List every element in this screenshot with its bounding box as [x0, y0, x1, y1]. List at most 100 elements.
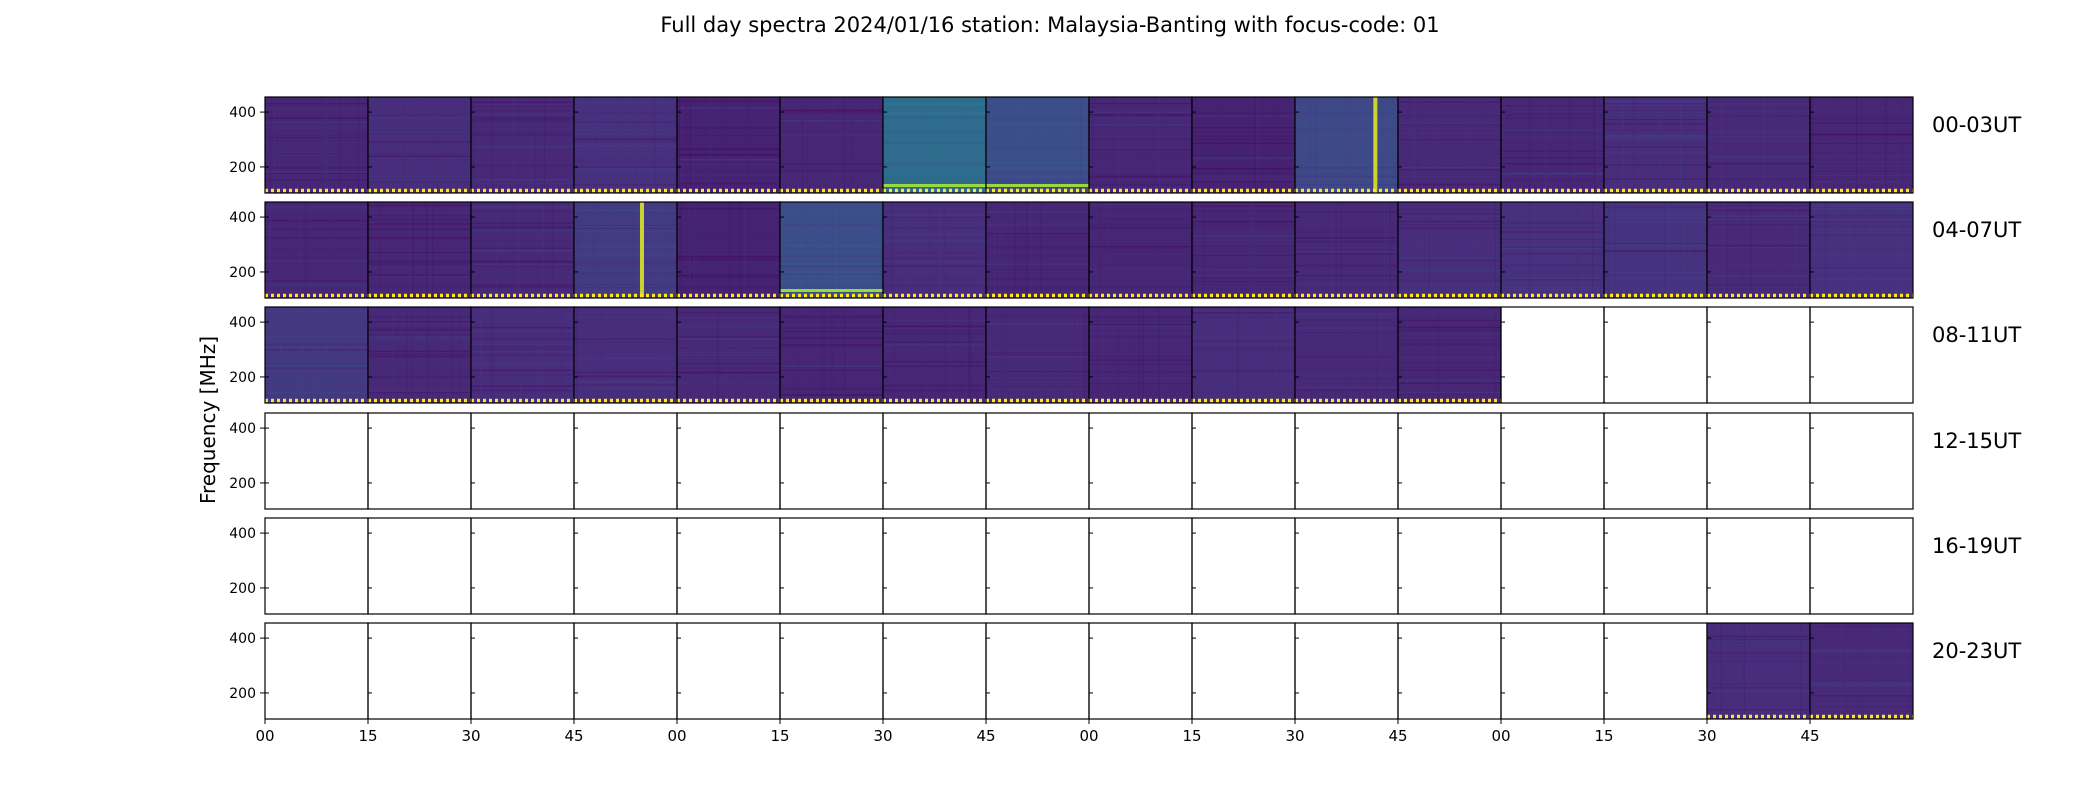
spectrum-texture [1292, 97, 1293, 193]
spectrum-texture [747, 97, 749, 193]
spectrum-texture [940, 97, 942, 193]
spectrum-texture [368, 321, 471, 323]
spectrum-texture [1192, 205, 1295, 207]
spectrum-texture [368, 252, 471, 254]
spectrum-texture [1192, 180, 1295, 183]
spectrum-texture [709, 307, 711, 403]
spectrum-texture [1346, 97, 1347, 193]
spectrum-texture [438, 307, 440, 403]
spectrum-texture [780, 280, 883, 283]
spectrum-panel [1088, 517, 1193, 615]
panel-frame [367, 622, 472, 720]
spectrum-texture [986, 167, 1089, 170]
spectrum-texture [1501, 279, 1604, 281]
spectrum-texture [1810, 625, 1913, 626]
spectrum-texture [1707, 656, 1810, 658]
panel-row-12-15UT: 200 400 12-15UT [229, 412, 2021, 510]
spectrum-texture [1835, 202, 1836, 298]
spectrum-texture [883, 215, 986, 216]
spectrum-texture [844, 307, 846, 403]
spectrum-texture [1398, 117, 1501, 119]
spectrum-texture [986, 221, 1089, 224]
x-tick-label: 00 [255, 727, 274, 745]
spectrum-texture [265, 171, 368, 173]
spectrum-texture [780, 211, 883, 213]
spectrum-texture [780, 276, 883, 278]
spectrum-panel [1397, 96, 1502, 194]
spectrum-texture [974, 97, 976, 193]
spectrum-texture [881, 202, 883, 298]
spectrum-texture [883, 241, 986, 243]
spectrum-texture [1089, 332, 1192, 333]
spectrum-panel [1088, 96, 1193, 194]
spectrum-texture [520, 307, 522, 403]
spectrum-panel [779, 412, 884, 510]
spectrum-texture [265, 181, 368, 184]
spectrum-texture [1707, 206, 1810, 208]
spectrum-texture [986, 353, 1089, 355]
spectrum-texture [471, 333, 574, 335]
spectrum-texture [1707, 658, 1810, 660]
spectrum-texture [1866, 202, 1868, 298]
spectrum-texture [838, 202, 840, 298]
spectrum-texture [574, 252, 677, 255]
spectrum-texture [678, 97, 680, 193]
spectrum-texture [265, 256, 368, 259]
spectrum-texture [970, 307, 971, 403]
spectrum-texture [780, 175, 883, 176]
spectrum-texture [302, 307, 304, 403]
spectrum-texture [368, 228, 471, 230]
spectrum-texture [1398, 167, 1501, 169]
spectrum-texture [1398, 320, 1501, 322]
spectrum-texture [812, 202, 813, 298]
spectrum-texture [1604, 103, 1707, 104]
spectrum-texture [883, 239, 986, 241]
spectrum-cell [574, 97, 677, 193]
spectrum-cell [1089, 307, 1192, 403]
spectrum-texture [986, 236, 1089, 238]
spectrum-texture [1295, 387, 1398, 389]
spectrum-texture [609, 202, 610, 298]
spectrum-texture [1346, 307, 1348, 403]
spectrum-panel [573, 622, 678, 720]
spectrum-texture [1089, 363, 1192, 365]
spectrum-texture [471, 248, 574, 250]
spectrum-texture [1707, 138, 1810, 139]
spectrum-texture [1295, 285, 1398, 286]
spectrum-texture [978, 202, 980, 298]
spectrum-panel [1809, 622, 1914, 720]
spectrum-texture [1707, 647, 1810, 649]
spectrum-texture [1192, 224, 1295, 226]
spectrum-texture [1192, 283, 1295, 286]
panel-frame [1397, 517, 1502, 615]
spectrum-texture [883, 343, 986, 344]
row-label: 00-03UT [1932, 113, 2021, 137]
spectrum-texture [1598, 97, 1599, 193]
spectrum-texture [1731, 623, 1733, 719]
panel-frame [676, 412, 781, 510]
spectrum-texture [1309, 97, 1311, 193]
spectrum-texture [1501, 106, 1604, 108]
spectrum-texture [1156, 202, 1158, 298]
spectrum-texture [1501, 231, 1604, 233]
spectrum-texture [574, 375, 677, 378]
spectrum-texture [814, 307, 815, 403]
spectrum-texture [574, 371, 677, 374]
spectrum-cell [574, 202, 677, 298]
spectrum-panel [470, 201, 575, 299]
spectrum-texture [358, 97, 359, 193]
spectrum-texture [883, 322, 986, 324]
spectrum-texture [1398, 357, 1501, 359]
spectrum-texture [1398, 259, 1501, 261]
spectrum-texture [1604, 230, 1707, 231]
spectrum-texture [574, 166, 677, 168]
panel-frame [1809, 306, 1914, 404]
spectrum-texture [408, 202, 410, 298]
panel-frame [1706, 412, 1811, 510]
spectrum-panel [1706, 306, 1811, 404]
spectrum-texture [1810, 689, 1913, 692]
spectrum-texture [1501, 172, 1604, 175]
spectrum-texture [780, 122, 883, 124]
spectrum-panel [573, 306, 678, 404]
spectrum-texture [1398, 244, 1501, 246]
